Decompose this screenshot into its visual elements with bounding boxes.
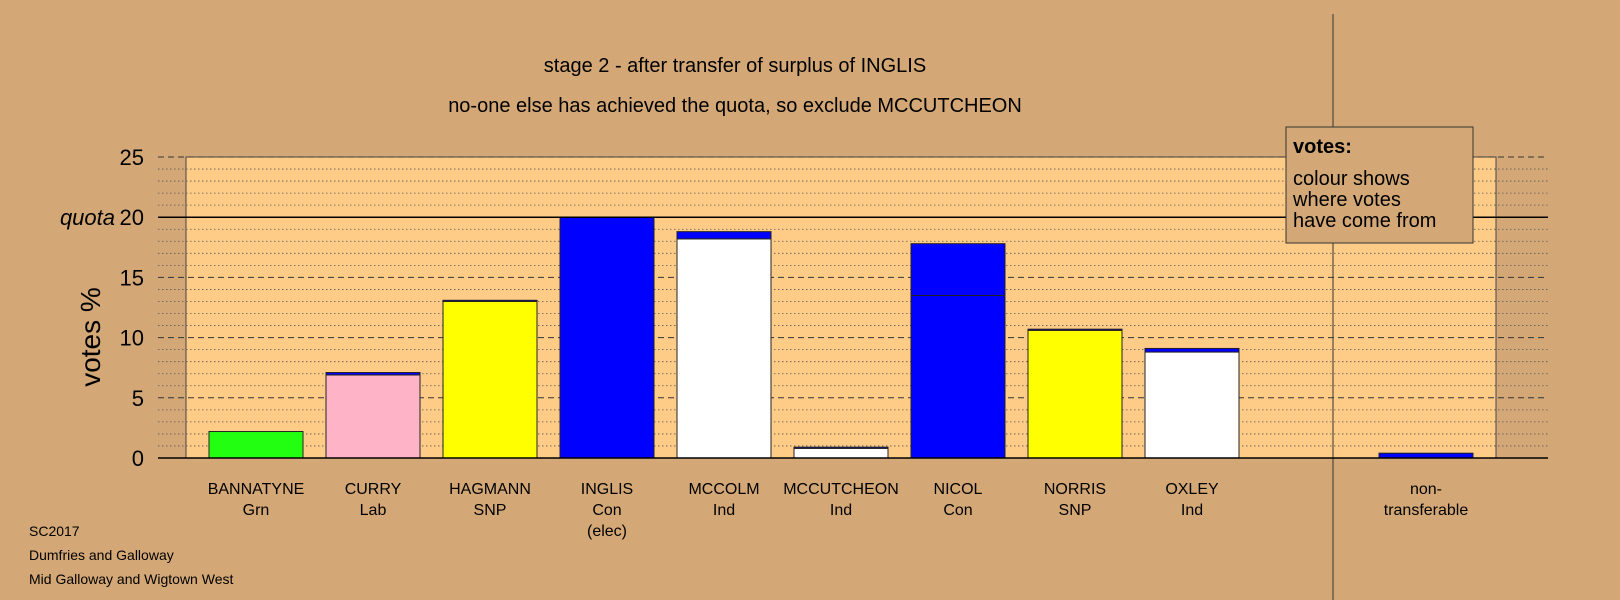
candidate-party-label: Ind bbox=[830, 502, 852, 519]
candidate-name-label: MCCOLM bbox=[688, 481, 759, 498]
y-tick-label: 25 bbox=[120, 145, 144, 170]
candidate-party-label: Ind bbox=[1181, 502, 1203, 519]
bar-segment bbox=[1027, 328, 1123, 331]
bar-segment bbox=[325, 374, 421, 459]
bar-segment bbox=[208, 431, 304, 459]
legend-box bbox=[1285, 126, 1474, 244]
non-transferable-label-2: transferable bbox=[1384, 502, 1469, 519]
legend-line: where votes bbox=[1292, 189, 1401, 211]
candidate-name-label: INGLIS bbox=[581, 481, 633, 498]
candidate-party-label: SNP bbox=[474, 502, 507, 519]
candidate-name-label: BANNATYNE bbox=[208, 481, 305, 498]
candidate-party-label: SNP bbox=[1059, 502, 1092, 519]
legend-line: colour shows bbox=[1293, 168, 1410, 190]
y-tick-label: 0 bbox=[132, 446, 144, 471]
candidate-party-label: Con bbox=[592, 502, 621, 519]
y-tick-label: 20 bbox=[120, 205, 144, 230]
legend-title: votes: bbox=[1293, 136, 1352, 158]
bar-segment bbox=[793, 447, 889, 459]
bar-segment bbox=[325, 372, 421, 376]
candidate-name-label: OXLEY bbox=[1165, 481, 1219, 498]
bar-segment bbox=[442, 300, 538, 459]
bar-segment bbox=[910, 294, 1006, 459]
bar-segment bbox=[1144, 351, 1240, 459]
footer-line-3: Mid Galloway and Wigtown West bbox=[29, 571, 233, 587]
candidate-party-label: Grn bbox=[243, 502, 270, 519]
quota-label: quota bbox=[60, 205, 115, 230]
chart-subtitle: no-one else has achieved the quota, so e… bbox=[448, 95, 1022, 117]
bar-segment bbox=[1027, 329, 1123, 459]
candidate-party-label: Con bbox=[943, 502, 972, 519]
chart-title: stage 2 - after transfer of surplus of I… bbox=[544, 55, 926, 77]
candidate-name-label: NICOL bbox=[934, 481, 983, 498]
y-tick-label: 10 bbox=[120, 326, 144, 351]
bar-segment bbox=[442, 299, 538, 302]
candidate-name-label: HAGMANN bbox=[449, 481, 531, 498]
non-transferable-label-1: non- bbox=[1410, 481, 1442, 498]
candidate-name-label: MCCUTCHEON bbox=[783, 481, 899, 498]
candidate-party-label: Ind bbox=[713, 502, 735, 519]
candidate-name-label: NORRIS bbox=[1044, 481, 1106, 498]
bar-segment bbox=[559, 216, 655, 459]
y-tick-label: 15 bbox=[120, 265, 144, 290]
candidate-note-label: (elec) bbox=[587, 523, 627, 540]
footer-line-2: Dumfries and Galloway bbox=[29, 547, 174, 563]
bar-segment bbox=[1144, 347, 1240, 353]
y-tick-label: 5 bbox=[132, 386, 144, 411]
y-axis-title: votes % bbox=[75, 287, 106, 387]
bar-segment bbox=[676, 231, 772, 240]
footer-line-1: SC2017 bbox=[29, 523, 80, 539]
candidate-name-label: CURRY bbox=[345, 481, 402, 498]
legend-line: have come from bbox=[1293, 210, 1436, 232]
bar-segment bbox=[676, 238, 772, 459]
bar-segment bbox=[910, 243, 1006, 296]
candidate-party-label: Lab bbox=[360, 502, 387, 519]
bar-segment bbox=[793, 446, 889, 449]
